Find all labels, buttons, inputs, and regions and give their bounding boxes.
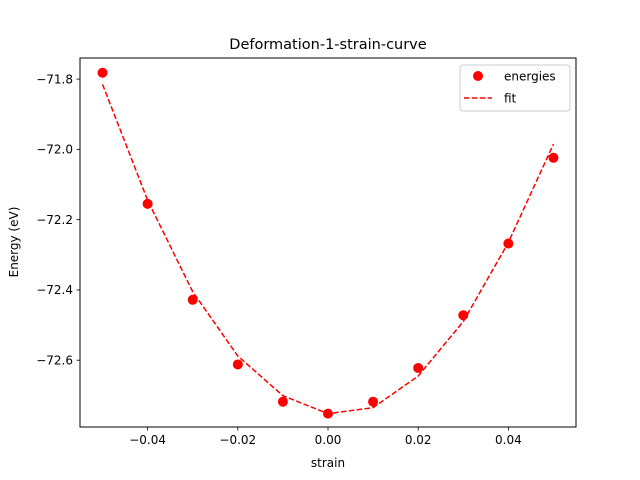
energy-point [413,362,424,373]
legend-label-fit: fit [504,92,517,106]
legend-box [459,64,571,112]
energy-point [548,152,559,163]
legend: energies fit [459,64,571,112]
y-tick-label: −72.0 [36,143,73,157]
x-axis-label: strain [311,456,345,470]
x-tick-label: −0.04 [129,433,166,447]
energy-point [277,396,288,407]
y-tick-label: −71.8 [36,72,73,86]
x-tick-label: −0.02 [219,433,256,447]
energy-point [458,310,469,321]
y-tick-label: −72.2 [36,213,73,227]
energy-point [187,294,198,305]
x-axis: −0.04 −0.02 0.00 0.02 0.04 [129,427,522,447]
chart-title: Deformation-1-strain-curve [229,37,426,53]
axes-frame [79,57,577,428]
y-axis: −71.8 −72.0 −72.2 −72.4 −72.6 [36,72,80,368]
x-tick-label: 0.00 [315,433,342,447]
legend-label-energies: energies [504,70,556,84]
legend-marker-energies [473,71,483,81]
energy-point [97,67,108,78]
energy-point [368,396,379,407]
plot-area [97,67,559,419]
energy-point [503,238,514,249]
y-tick-label: −72.6 [36,354,73,368]
x-tick-label: 0.02 [405,433,432,447]
y-tick-label: −72.4 [36,283,73,297]
x-tick-label: 0.04 [495,433,522,447]
energy-point [323,408,333,419]
energy-point [142,198,153,209]
y-axis-label: Energy (eV) [7,207,21,278]
energy-point [232,359,243,370]
